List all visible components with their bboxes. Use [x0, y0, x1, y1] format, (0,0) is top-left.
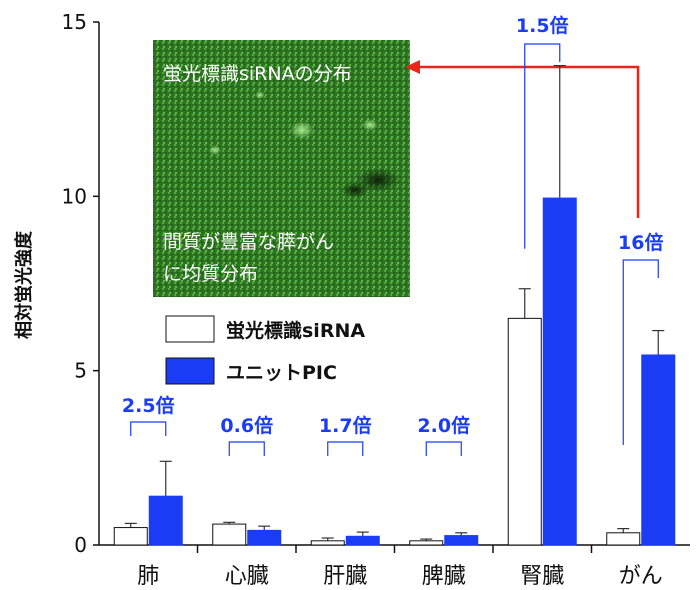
ratio-label: 2.0倍	[417, 414, 470, 437]
ratio-bracket	[524, 43, 561, 249]
ratio-annotations: 2.5倍 0.6倍 1.7倍 2.0倍 1.5倍 16倍	[122, 14, 663, 456]
x-category-label: 腎臓	[520, 564, 564, 589]
bar-unit-pic	[444, 535, 479, 546]
legend-swatch-unit-pic	[165, 357, 215, 385]
bar-unit-pic	[641, 354, 676, 546]
bar-siRNA	[507, 317, 542, 546]
ratio-bracket	[622, 259, 659, 445]
bar-siRNA	[310, 540, 345, 546]
x-ticks: 肺 心臓 肝臓 脾臓 腎臓 がん	[137, 545, 663, 589]
ratio-label: 1.7倍	[319, 414, 372, 437]
x-category-label: 心臓	[225, 564, 269, 589]
bar-siRNA	[606, 532, 641, 546]
bar-unit-pic	[148, 495, 183, 546]
legend: 蛍光標識siRNA ユニットPIC	[165, 315, 365, 385]
bar-unit-pic	[542, 197, 577, 546]
y-tick-label: 0	[74, 533, 87, 557]
legend-swatch-siRNA	[165, 315, 215, 343]
bar-unit-pic	[345, 535, 380, 546]
x-category-label: 脾臓	[422, 564, 466, 589]
ratio-bracket	[228, 441, 265, 456]
y-tick-label: 15	[62, 10, 87, 34]
x-category-label: 肺	[137, 564, 159, 589]
ratio-bracket	[327, 441, 364, 456]
inset-caption-line-2: に均質分布	[163, 263, 258, 285]
ratio-label: 0.6倍	[220, 414, 273, 437]
bars	[113, 64, 676, 546]
y-axis-label: 相対蛍光強度	[13, 230, 35, 339]
ratio-bracket	[130, 421, 167, 436]
y-ticks: 0 5 10 15	[62, 10, 99, 557]
ratio-label: 16倍	[618, 231, 663, 254]
ratio-label: 2.5倍	[122, 394, 175, 417]
legend-label-unit-pic: ユニットPIC	[226, 362, 337, 384]
y-tick-label: 10	[62, 184, 87, 208]
fluorescence-micrograph-inset: 蛍光標識siRNAの分布 間質が豊富な膵がん に均質分布	[153, 40, 410, 297]
inset-caption-top: 蛍光標識siRNAの分布	[163, 63, 352, 85]
legend-label-siRNA: 蛍光標識siRNA	[226, 319, 365, 342]
bar-siRNA	[113, 527, 148, 546]
x-category-label: 肝臓	[323, 564, 367, 589]
bar-siRNA	[409, 540, 444, 546]
bar-siRNA	[212, 523, 247, 546]
bar-unit-pic	[247, 529, 282, 546]
inset-caption-line-1: 間質が豊富な膵がん	[163, 231, 334, 253]
ratio-bracket	[425, 441, 462, 456]
x-category-label: がん	[619, 564, 663, 589]
y-tick-label: 5	[74, 359, 87, 383]
ratio-label: 1.5倍	[516, 14, 569, 37]
red-arrow	[405, 60, 640, 218]
